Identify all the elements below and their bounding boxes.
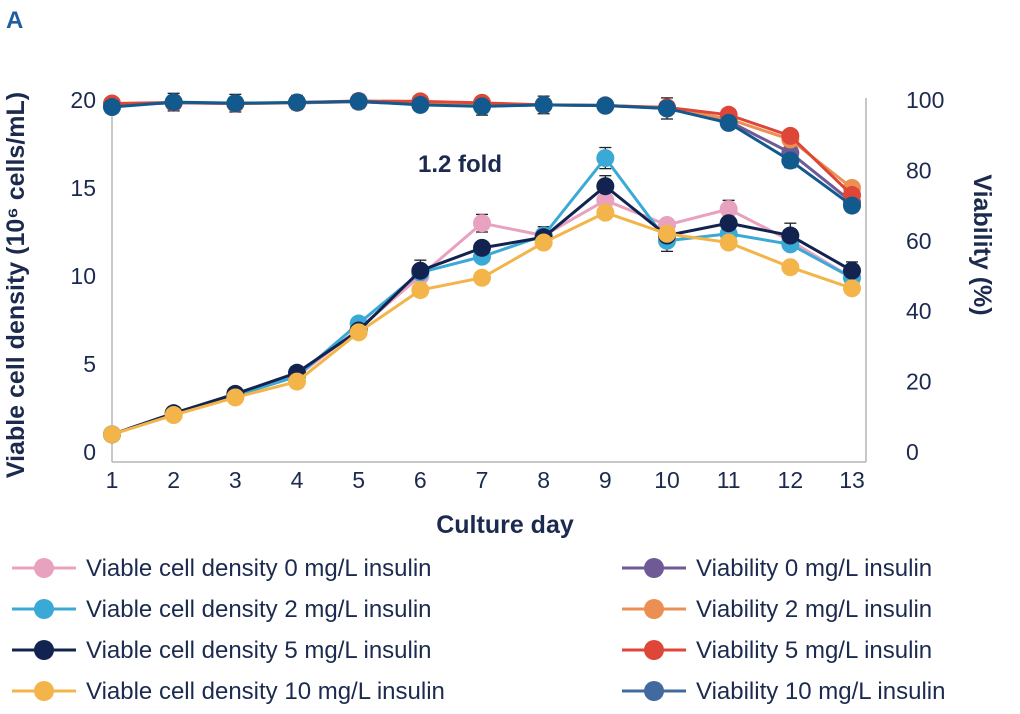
data-point [719,214,738,233]
right-y-tick-label: 100 [906,87,944,113]
data-point [349,92,368,111]
data-point [596,191,615,210]
data-point [473,214,491,233]
right-y-tick-label: 40 [906,298,932,324]
legend-marker [644,640,664,660]
data-point [596,177,615,196]
legend-item: Viability 5 mg/L insulin [622,637,932,664]
legend-item: Viable cell density 10 mg/L insulin [12,678,445,705]
x-tick-label: 10 [654,467,680,493]
legend-marker [644,599,664,619]
legend-label: Viability 10 mg/L insulin [696,678,945,705]
left-y-tick-label: 20 [70,87,96,113]
data-point [719,113,738,132]
legend-label: Viable cell density 2 mg/L insulin [86,596,432,623]
x-tick-label: 7 [476,467,489,493]
legend-label: Viable cell density 5 mg/L insulin [86,637,432,664]
x-tick-label: 2 [167,467,180,493]
legend-label: Viability 5 mg/L insulin [696,637,932,664]
data-point [103,98,121,117]
legend: Viable cell density 0 mg/L insulin Viable… [12,555,945,705]
data-point [658,224,676,243]
legend-label: Viability 2 mg/L insulin [696,596,932,623]
data-point [596,96,615,115]
left-y-axis-title: Viable cell density (10⁶ cells/mL) [2,92,30,478]
x-tick-label: 1 [106,467,119,493]
legend-item: Viable cell density 2 mg/L insulin [12,596,432,623]
legend-item: Viable cell density 5 mg/L insulin [12,637,432,664]
data-point [719,200,738,219]
legend-item: Viability 0 mg/L insulin [622,555,932,582]
data-point [288,93,306,112]
data-point [411,281,430,300]
right-y-tick-label: 0 [906,439,919,465]
legend-marker [644,558,664,578]
x-tick-label: 12 [778,467,804,493]
left-y-tick-label: 10 [70,263,96,289]
data-point [658,99,676,118]
legend-label: Viable cell density 10 mg/L insulin [86,678,445,705]
data-point [164,93,183,112]
right-y-axis-title: Viability (%) [968,174,996,315]
data-point [781,258,800,277]
data-point [781,151,800,170]
legend-item: Viability 2 mg/L insulin [622,596,932,623]
left-y-tick-label: 15 [70,175,96,201]
x-tick-label: 13 [839,467,865,493]
data-point [843,279,861,298]
x-tick-label: 6 [414,467,427,493]
series-8 [103,92,861,215]
data-point [349,323,368,342]
panel-label: A [6,7,23,34]
data-point [411,95,430,114]
data-point [288,372,306,391]
data-point [103,425,121,444]
right-y-tick-label: 80 [906,157,932,183]
data-point [226,94,245,113]
data-point [843,196,861,215]
data-point [473,238,491,257]
x-tick-label: 4 [291,467,304,493]
x-tick-label: 3 [229,467,242,493]
data-point [781,226,800,245]
series-group [103,92,861,444]
legend-marker [644,681,664,701]
data-point [596,203,615,222]
data-point [534,233,553,252]
legend-marker [34,681,54,701]
series-line [111,155,853,436]
x-tick-label: 5 [352,467,365,493]
left-y-tick-label: 5 [83,351,96,377]
data-point [411,261,430,280]
data-point [534,95,553,114]
data-point [596,149,615,168]
series-4 [103,203,861,444]
legend-marker [34,599,54,619]
data-point [843,261,861,280]
legend-marker [34,640,54,660]
legend-label: Viable cell density 0 mg/L insulin [86,555,432,582]
legend-item: Viability 10 mg/L insulin [622,678,945,705]
right-y-tick-label: 20 [906,369,932,395]
left-y-tick-label: 0 [83,439,96,465]
data-point [226,388,245,407]
x-axis-title: Culture day [436,511,574,539]
legend-label: Viability 0 mg/L insulin [696,555,932,582]
series-1 [103,191,861,444]
data-point [719,233,738,252]
legend-item: Viable cell density 0 mg/L insulin [12,555,432,582]
legend-marker [34,558,54,578]
data-point [473,97,491,116]
x-tick-label: 9 [599,467,612,493]
x-tick-label: 8 [537,467,550,493]
data-point [164,406,183,425]
data-point [473,268,491,287]
right-y-tick-label: 60 [906,228,932,254]
fold-change-annotation: 1.2 fold [418,151,502,178]
data-point [781,126,800,145]
x-tick-label: 11 [717,467,741,493]
